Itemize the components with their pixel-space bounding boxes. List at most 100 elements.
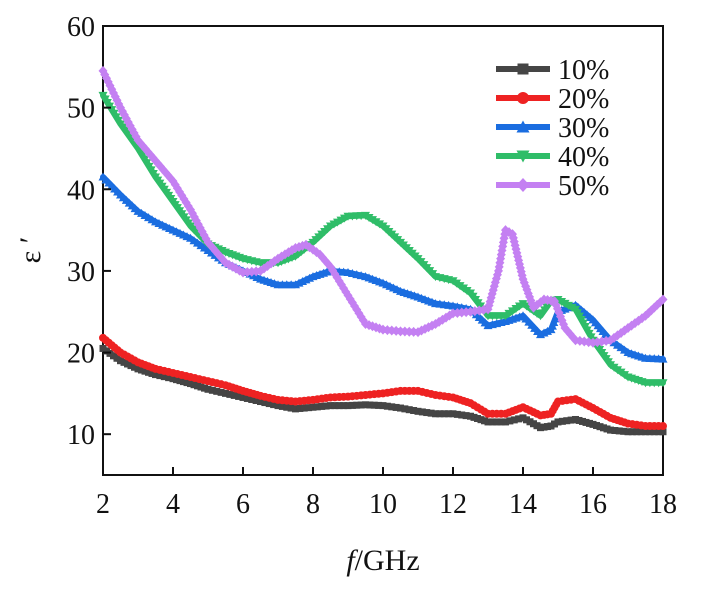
data-point [305, 404, 313, 412]
data-point [642, 428, 649, 436]
x-tick-label: 16 [579, 489, 607, 520]
data-point [405, 406, 413, 414]
data-point [322, 402, 330, 410]
data-point [357, 401, 365, 409]
data-point [278, 402, 286, 410]
legend-marker [517, 63, 529, 75]
data-point [563, 417, 571, 425]
data-point [211, 246, 220, 257]
data-point [335, 402, 343, 410]
series-10% [99, 344, 667, 436]
legend-label: 10% [558, 55, 609, 86]
data-point [506, 417, 514, 425]
data-point [370, 401, 378, 409]
data-point [658, 294, 668, 305]
data-point [156, 372, 164, 380]
data-point [217, 388, 225, 396]
data-point [344, 402, 352, 410]
legend-marker [517, 92, 529, 104]
data-point [418, 408, 426, 416]
data-point [226, 390, 234, 398]
data-point [628, 428, 636, 436]
data-point [257, 398, 264, 406]
data-point [607, 426, 614, 434]
data-point [152, 371, 159, 379]
data-point [637, 428, 645, 436]
data-point [427, 409, 435, 417]
data-point [388, 403, 396, 411]
data-point [410, 407, 418, 415]
x-tick-label: 8 [306, 489, 320, 520]
data-point [558, 417, 566, 425]
legend: 10%20%30%40%50% [496, 55, 609, 202]
data-point [453, 410, 461, 418]
data-point [296, 404, 304, 412]
legend-marker [516, 150, 530, 163]
data-point [353, 401, 361, 409]
legend-label: 40% [558, 142, 609, 173]
data-point [659, 428, 667, 436]
data-point [462, 412, 470, 420]
series-50% [98, 65, 668, 348]
data-point [235, 392, 243, 400]
data-point [633, 428, 641, 436]
legend-label: 50% [558, 171, 609, 202]
y-axis-label: ε ′ [14, 237, 47, 264]
x-axis-label-unit: /GHz [355, 544, 420, 577]
data-point [270, 401, 278, 409]
data-point [318, 402, 326, 410]
x-tick-label: 14 [509, 489, 537, 520]
legend-label: 20% [558, 84, 609, 115]
legend-item: 40% [496, 142, 609, 173]
legend-item: 50% [496, 171, 609, 202]
data-point [208, 386, 216, 394]
data-point [488, 418, 496, 426]
data-point [554, 418, 562, 426]
data-point [248, 395, 256, 403]
data-point [401, 405, 409, 413]
y-tick-label: 30 [67, 257, 95, 288]
data-point [160, 373, 168, 381]
data-point [379, 402, 387, 410]
series-layer [98, 65, 668, 436]
data-point [265, 400, 273, 408]
legend-label: 30% [558, 113, 609, 144]
data-point [515, 415, 523, 423]
data-point [274, 402, 282, 410]
data-point [646, 428, 654, 436]
data-point [364, 214, 374, 223]
data-point [261, 399, 269, 407]
data-point [230, 391, 238, 399]
data-point [361, 211, 370, 220]
data-point [292, 405, 299, 413]
data-point [655, 428, 663, 436]
data-point [362, 401, 369, 409]
data-point [624, 428, 632, 436]
data-point [375, 401, 383, 409]
data-point [331, 402, 339, 410]
data-point [484, 418, 492, 426]
data-point [445, 410, 453, 418]
legend-item: 30% [496, 113, 609, 144]
data-point [567, 416, 575, 424]
data-point [497, 418, 505, 426]
data-point [313, 403, 321, 411]
x-tick-label: 18 [649, 489, 677, 520]
x-tick-label: 10 [369, 489, 397, 520]
data-point [300, 404, 308, 412]
legend-item: 20% [496, 84, 609, 115]
data-point [620, 427, 628, 435]
data-point [340, 402, 348, 410]
data-point [327, 402, 334, 410]
data-point [287, 404, 295, 412]
data-point [440, 410, 448, 418]
legend-marker [516, 178, 530, 192]
data-point [309, 403, 317, 411]
data-point [348, 401, 356, 409]
data-point [243, 394, 251, 402]
data-point [366, 401, 374, 409]
data-point [392, 403, 400, 411]
data-point [222, 389, 229, 397]
data-point [368, 216, 377, 225]
